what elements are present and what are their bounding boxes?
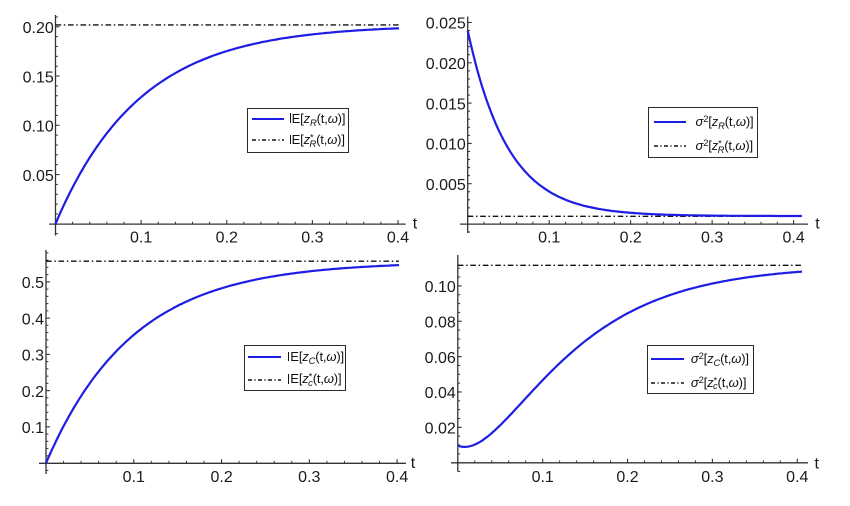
svg-text:0.3: 0.3 <box>298 469 320 486</box>
svg-text:0.025: 0.025 <box>426 16 466 33</box>
svg-text:0.2: 0.2 <box>22 384 44 401</box>
svg-text:0.1: 0.1 <box>538 230 560 247</box>
svg-text:0.20: 0.20 <box>23 20 54 37</box>
svg-text:0.015: 0.015 <box>426 96 466 113</box>
svg-text:0.2: 0.2 <box>616 469 638 486</box>
svg-text:0.04: 0.04 <box>425 385 456 402</box>
svg-text:0.2: 0.2 <box>216 230 238 247</box>
svg-text:0.4: 0.4 <box>387 230 409 247</box>
svg-text:0.08: 0.08 <box>425 315 456 332</box>
svg-text:0.020: 0.020 <box>426 56 466 73</box>
svg-text:0.4: 0.4 <box>386 469 408 486</box>
svg-text:0.10: 0.10 <box>23 119 54 136</box>
svg-text:0.15: 0.15 <box>23 69 54 86</box>
svg-text:0.10: 0.10 <box>425 279 456 296</box>
svg-text:0.1: 0.1 <box>123 469 145 486</box>
svg-text:0.005: 0.005 <box>426 177 466 194</box>
svg-text:0.05: 0.05 <box>23 168 54 185</box>
svg-text:0.010: 0.010 <box>426 137 466 154</box>
svg-text:0.3: 0.3 <box>301 230 323 247</box>
svg-text:0.4: 0.4 <box>786 469 808 486</box>
svg-text:t: t <box>814 456 819 473</box>
svg-text:0.5: 0.5 <box>22 275 44 292</box>
svg-text:0.3: 0.3 <box>22 348 44 365</box>
svg-text:t: t <box>411 455 416 472</box>
svg-text:0.2: 0.2 <box>210 469 232 486</box>
svg-text:0.4: 0.4 <box>22 311 44 328</box>
svg-text:0.2: 0.2 <box>620 230 642 247</box>
svg-text:t: t <box>815 215 820 232</box>
svg-text:0.06: 0.06 <box>425 350 456 367</box>
svg-text:t: t <box>413 215 418 232</box>
svg-text:0.1: 0.1 <box>22 420 44 437</box>
svg-text:0.1: 0.1 <box>532 469 554 486</box>
svg-text:0.02: 0.02 <box>425 421 456 438</box>
svg-text:0.1: 0.1 <box>130 230 152 247</box>
svg-text:0.3: 0.3 <box>701 230 723 247</box>
svg-text:0.4: 0.4 <box>782 230 804 247</box>
svg-text:0.3: 0.3 <box>701 469 723 486</box>
